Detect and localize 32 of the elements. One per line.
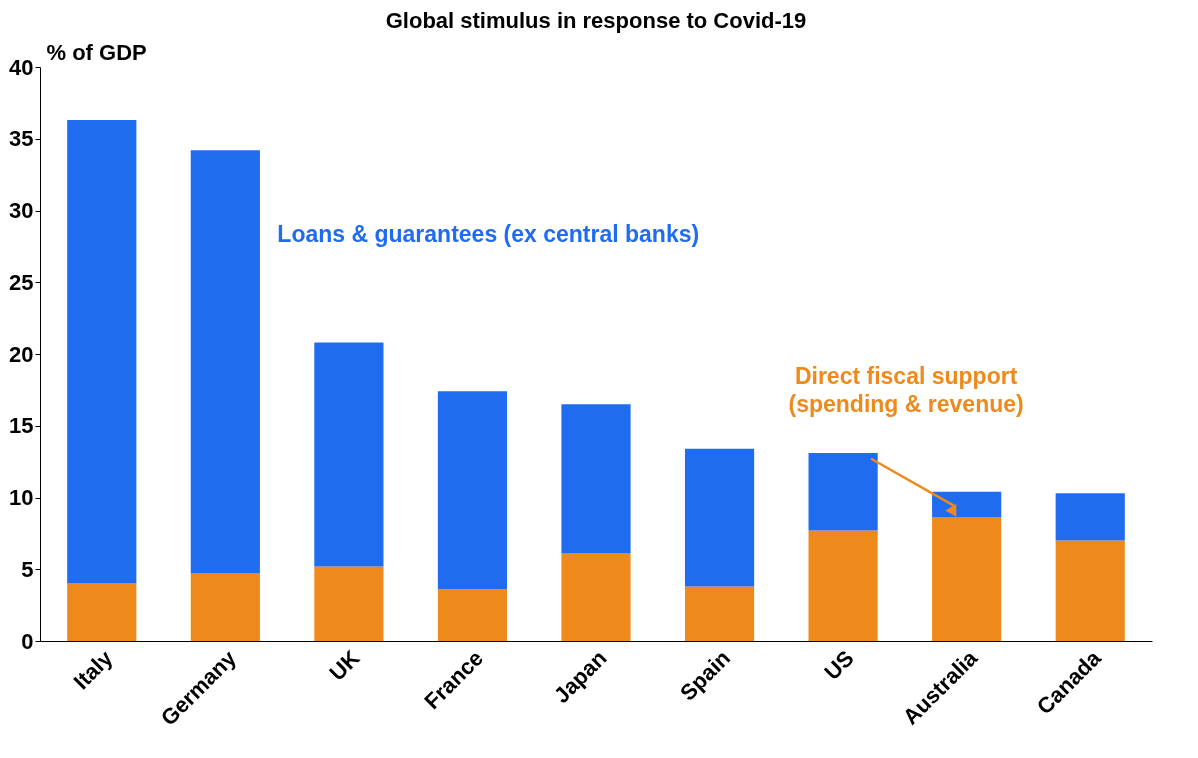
bar <box>561 404 631 554</box>
bar <box>684 448 755 587</box>
bar <box>808 530 878 641</box>
bar <box>314 566 384 641</box>
bar <box>561 553 631 641</box>
y-tick-label: 10 <box>9 485 34 510</box>
chart-title: Global stimulus in response to Covid-19 <box>385 8 807 33</box>
y-tick-label: 40 <box>9 54 34 80</box>
bar <box>314 342 384 567</box>
y-tick-label: 30 <box>9 198 34 223</box>
bar <box>1055 540 1125 641</box>
bar <box>437 589 508 641</box>
bar <box>684 586 755 641</box>
x-tick-label: US <box>819 645 859 685</box>
bar <box>932 491 1002 518</box>
bar <box>190 573 260 641</box>
bar <box>67 120 137 584</box>
bar <box>67 583 137 641</box>
y-tick-label: 0 <box>21 628 34 654</box>
bar <box>190 150 260 574</box>
text: Direct fiscal support (spending & revenue) <box>788 362 1024 417</box>
y-tick-label: 25 <box>9 269 34 295</box>
bar <box>1055 493 1125 541</box>
x-tick-label: UK <box>324 645 365 686</box>
bar <box>437 391 508 590</box>
y-tick-label: 15 <box>9 413 34 439</box>
y-tick-label: 5 <box>21 556 34 582</box>
series-label: Loans & guarantees (ex central banks) <box>277 220 700 247</box>
y-tick-label: 35 <box>9 126 34 152</box>
y-axis-title: % of GDP <box>46 39 147 65</box>
bar <box>808 453 878 531</box>
y-tick-label: 20 <box>9 341 34 367</box>
